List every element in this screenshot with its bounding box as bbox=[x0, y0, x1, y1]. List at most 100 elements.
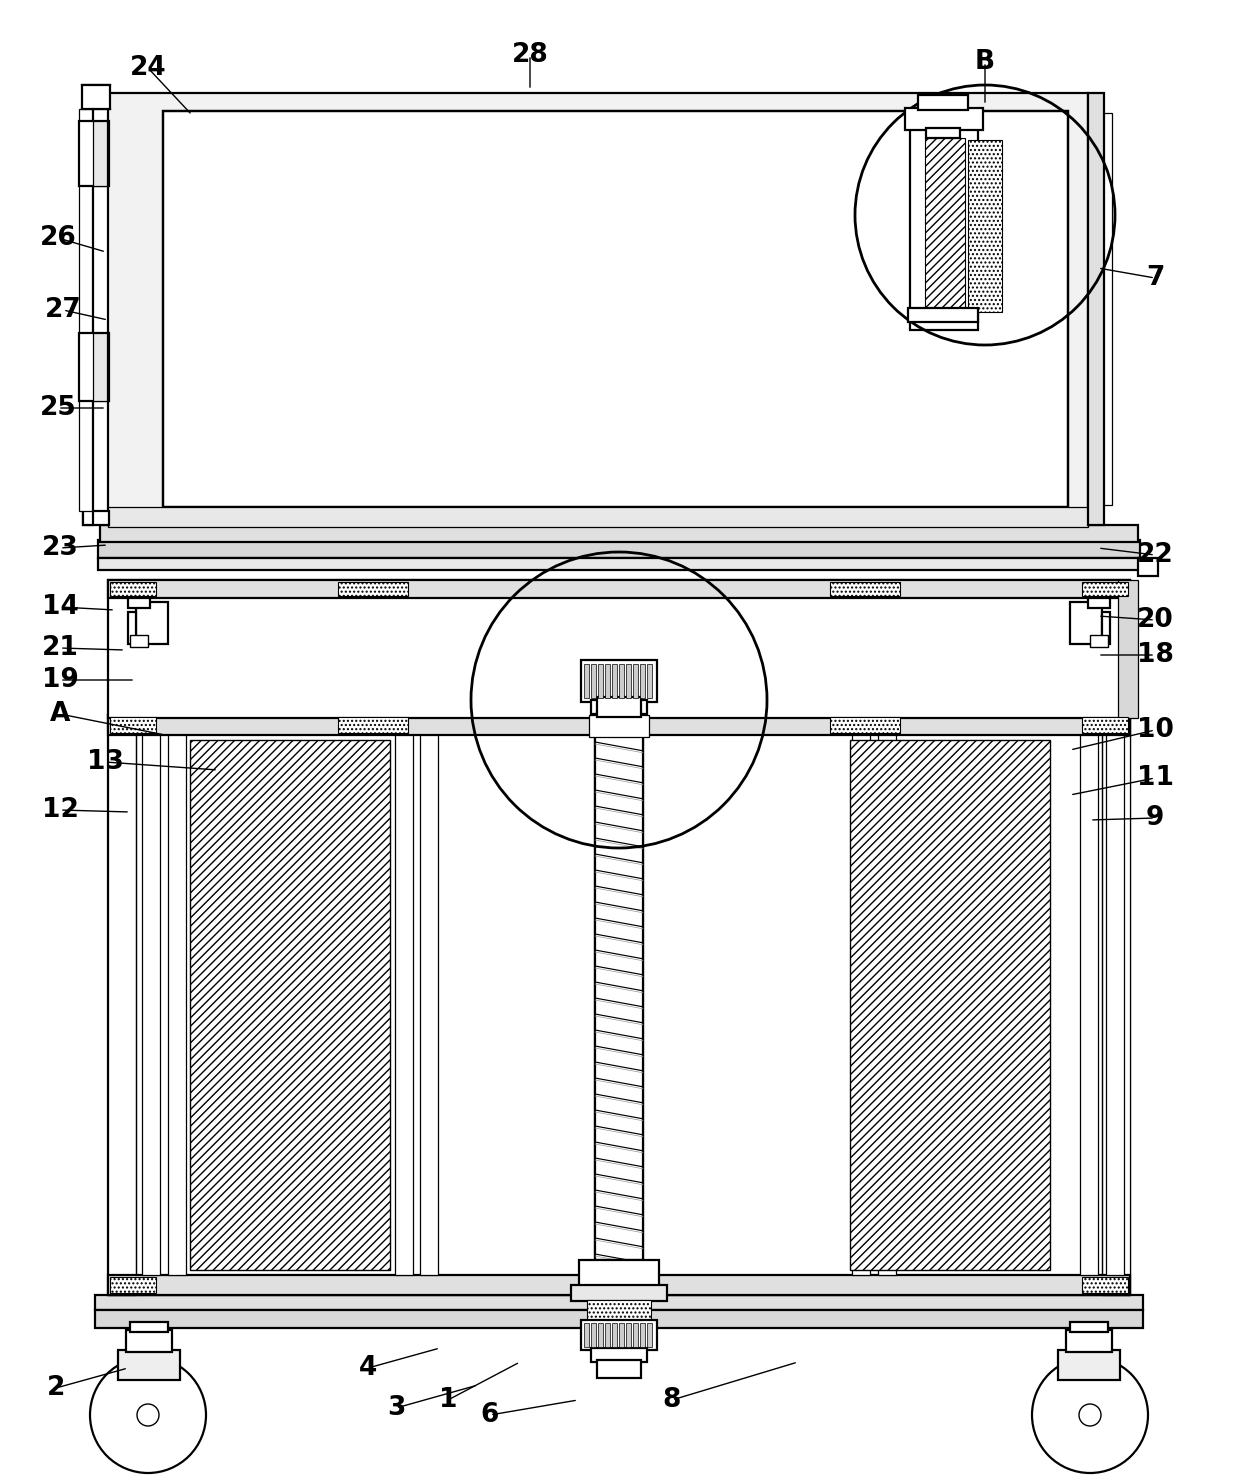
Bar bbox=[632, 665, 639, 699]
Text: 20: 20 bbox=[1137, 607, 1173, 633]
Bar bbox=[128, 598, 150, 608]
Bar bbox=[605, 1323, 610, 1347]
Bar bbox=[339, 582, 408, 596]
Bar bbox=[130, 1322, 167, 1332]
Circle shape bbox=[1032, 1357, 1148, 1473]
Bar bbox=[605, 665, 610, 699]
Bar bbox=[1083, 716, 1128, 733]
Bar bbox=[420, 736, 438, 1274]
Bar bbox=[926, 127, 960, 138]
Bar bbox=[626, 665, 631, 699]
Bar bbox=[595, 722, 644, 1259]
Bar bbox=[136, 602, 167, 644]
Bar bbox=[1106, 736, 1123, 1274]
Bar bbox=[589, 715, 649, 737]
Bar bbox=[1087, 598, 1110, 608]
Bar bbox=[396, 736, 413, 1274]
Text: 13: 13 bbox=[87, 749, 124, 776]
Text: 19: 19 bbox=[42, 667, 78, 693]
Bar bbox=[130, 635, 148, 647]
Bar bbox=[118, 1350, 180, 1379]
Bar bbox=[1102, 613, 1110, 644]
Bar bbox=[878, 736, 897, 1274]
Text: 26: 26 bbox=[40, 225, 77, 252]
Bar bbox=[852, 736, 870, 1274]
Text: 27: 27 bbox=[45, 297, 82, 323]
Bar bbox=[596, 697, 641, 716]
Bar bbox=[100, 525, 1138, 542]
Bar bbox=[1083, 1277, 1128, 1294]
Bar bbox=[582, 660, 657, 702]
Text: A: A bbox=[50, 702, 71, 727]
Bar bbox=[579, 1259, 658, 1288]
Bar bbox=[83, 511, 109, 525]
Bar bbox=[1070, 602, 1102, 644]
Bar bbox=[918, 95, 968, 110]
Bar bbox=[595, 722, 644, 1259]
Bar bbox=[830, 716, 900, 733]
Bar bbox=[613, 1323, 618, 1347]
Bar bbox=[1138, 558, 1158, 576]
Text: 6: 6 bbox=[481, 1402, 500, 1428]
Text: 3: 3 bbox=[387, 1396, 405, 1421]
Circle shape bbox=[136, 1405, 159, 1427]
Bar bbox=[110, 1277, 156, 1294]
Bar bbox=[108, 715, 1130, 1295]
Bar bbox=[905, 108, 983, 130]
Text: 12: 12 bbox=[42, 798, 78, 823]
Bar bbox=[1090, 635, 1109, 647]
Bar bbox=[95, 1295, 1143, 1310]
Bar bbox=[591, 1323, 596, 1347]
Bar bbox=[1118, 580, 1138, 718]
Bar bbox=[640, 665, 645, 699]
Bar bbox=[584, 665, 589, 699]
Bar bbox=[126, 1331, 172, 1353]
Bar bbox=[83, 93, 93, 525]
Bar bbox=[79, 110, 92, 511]
Bar bbox=[647, 665, 652, 699]
Bar bbox=[595, 722, 644, 1259]
Text: 9: 9 bbox=[1146, 805, 1164, 830]
Bar bbox=[830, 582, 900, 596]
Bar bbox=[162, 111, 1068, 508]
Bar bbox=[1066, 1331, 1112, 1353]
Text: 25: 25 bbox=[40, 395, 77, 420]
Bar bbox=[640, 1323, 645, 1347]
Bar bbox=[613, 665, 618, 699]
Bar bbox=[128, 613, 136, 644]
Circle shape bbox=[1079, 1405, 1101, 1427]
Bar bbox=[108, 93, 1087, 525]
Bar bbox=[626, 1323, 631, 1347]
Bar bbox=[1058, 1350, 1120, 1379]
Bar bbox=[108, 715, 1130, 736]
Bar bbox=[339, 716, 408, 733]
Bar bbox=[584, 1323, 589, 1347]
Bar bbox=[598, 1323, 603, 1347]
Text: 24: 24 bbox=[130, 55, 166, 81]
Bar bbox=[619, 1323, 624, 1347]
Text: 8: 8 bbox=[663, 1387, 681, 1413]
Bar bbox=[591, 700, 647, 713]
Text: 1: 1 bbox=[439, 1387, 458, 1413]
Bar bbox=[108, 1274, 1130, 1295]
Text: 18: 18 bbox=[1137, 642, 1173, 667]
Bar bbox=[925, 138, 965, 312]
Bar bbox=[587, 1299, 651, 1322]
Bar bbox=[79, 333, 109, 401]
Bar bbox=[1083, 582, 1128, 596]
Bar bbox=[108, 580, 1130, 718]
Bar bbox=[647, 1323, 652, 1347]
Text: 4: 4 bbox=[358, 1356, 377, 1381]
Text: 28: 28 bbox=[512, 41, 548, 68]
Bar bbox=[110, 716, 156, 733]
Text: 21: 21 bbox=[42, 635, 78, 662]
Bar bbox=[98, 540, 1140, 558]
Bar bbox=[82, 84, 110, 110]
Bar bbox=[632, 1323, 639, 1347]
Bar bbox=[968, 141, 1002, 312]
Text: 14: 14 bbox=[42, 593, 78, 620]
Bar bbox=[596, 1360, 641, 1378]
Bar bbox=[598, 665, 603, 699]
Bar bbox=[582, 1320, 657, 1350]
Bar bbox=[108, 715, 136, 1295]
